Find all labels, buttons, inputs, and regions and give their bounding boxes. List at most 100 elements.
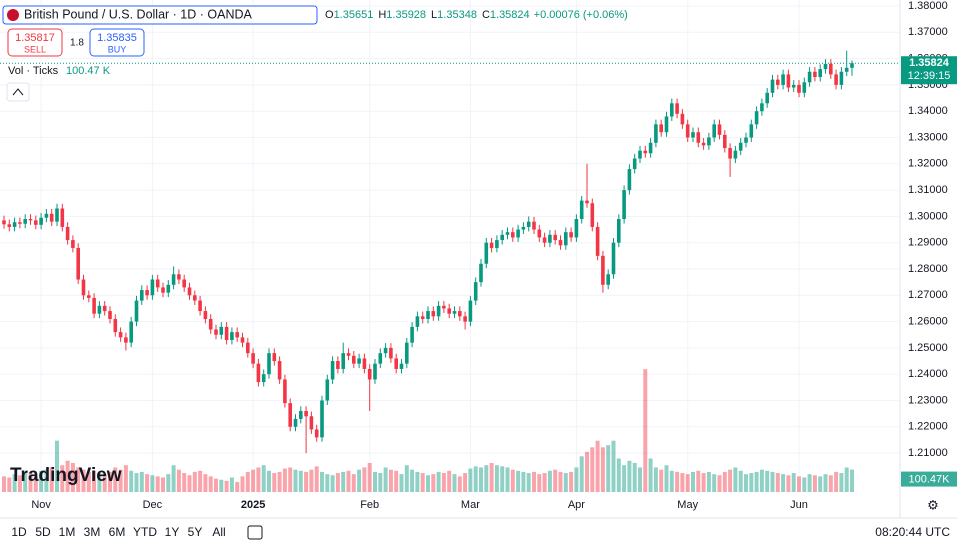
buy-price: 1.35835 xyxy=(97,32,137,44)
candle-body xyxy=(415,316,420,327)
candle-body xyxy=(807,71,812,83)
candle-body xyxy=(738,142,743,151)
volume-bar xyxy=(510,469,515,492)
candle-body xyxy=(420,316,425,319)
range-button[interactable]: 1Y xyxy=(165,525,180,539)
range-button[interactable]: 1D xyxy=(11,525,27,539)
volume-bar xyxy=(282,468,287,492)
candle-body xyxy=(145,290,149,296)
volume-bar xyxy=(235,481,240,492)
buy-button[interactable] xyxy=(89,28,145,57)
candle-body xyxy=(760,103,764,112)
range-button[interactable]: 6M xyxy=(109,525,126,539)
candle-body xyxy=(601,255,605,285)
volume-bar xyxy=(203,474,208,492)
ohlc-legend: O1.35651 H1.35928 L1.35348 C1.35824 +0.00076… xyxy=(325,9,628,21)
volume-bar xyxy=(145,474,150,492)
settings-icon[interactable]: ⚙ xyxy=(927,497,939,512)
volume-bar xyxy=(65,460,70,492)
candle-body xyxy=(203,311,208,319)
volume-bar xyxy=(293,469,298,492)
candle-body xyxy=(224,326,229,341)
candle-body xyxy=(272,353,277,362)
range-button[interactable]: 5D xyxy=(35,525,51,539)
volume-bar xyxy=(155,476,160,492)
volume-bar xyxy=(362,467,367,492)
candle-body xyxy=(696,132,701,143)
candle-body xyxy=(71,240,75,248)
volume-bar xyxy=(532,471,536,492)
candle-body xyxy=(49,213,54,222)
candle-body xyxy=(569,232,573,238)
volume-bar xyxy=(261,465,266,492)
volume-bar xyxy=(537,474,542,492)
y-tick-label: 1.38000 xyxy=(908,0,948,12)
range-button[interactable]: All xyxy=(212,525,225,539)
spread: 1.8 xyxy=(70,38,84,49)
candle-body xyxy=(182,279,186,288)
candle-body xyxy=(235,332,239,338)
sell-button[interactable] xyxy=(7,28,63,57)
volume-bar xyxy=(781,474,786,492)
candle-body xyxy=(367,368,372,380)
volume-bar xyxy=(208,476,213,492)
range-button[interactable]: YTD xyxy=(133,525,157,539)
symbol: British Pound / U.S. Dollar · 1D · OANDA xyxy=(24,7,253,21)
candle-body xyxy=(791,84,796,88)
candle-body xyxy=(373,363,377,380)
x-tick-label: Mar xyxy=(461,499,480,511)
y-tick-label: 1.30000 xyxy=(908,210,948,222)
y-tick-label: 1.37000 xyxy=(908,26,948,38)
volume-bar xyxy=(759,469,764,492)
volume-bar xyxy=(192,471,197,492)
range-button[interactable]: 3M xyxy=(84,525,101,539)
plot xyxy=(0,0,900,492)
toolbar: 1D 5D 1M 3M 6M YTD 1Y 5Y All xyxy=(11,525,263,540)
flag-icon xyxy=(7,9,19,21)
candle-body xyxy=(44,213,49,218)
volume-bar xyxy=(309,469,314,492)
candle-body xyxy=(818,69,822,78)
volume-bar xyxy=(325,474,330,492)
volume-bar xyxy=(113,467,118,492)
candle-body xyxy=(542,237,547,243)
range-button[interactable]: 1M xyxy=(59,525,76,539)
volume-bar xyxy=(553,469,558,492)
candle-body xyxy=(394,358,398,369)
range-button[interactable]: 5Y xyxy=(188,525,203,539)
volume-bar xyxy=(176,469,181,492)
volume-bar xyxy=(92,470,97,492)
volume-bar xyxy=(431,474,436,492)
volume-bar xyxy=(447,470,452,492)
volume-bar xyxy=(351,474,356,492)
volume-bar xyxy=(245,471,250,492)
candle-body xyxy=(426,311,430,319)
candle-body xyxy=(770,79,775,93)
candle-body xyxy=(431,311,436,317)
candle-body xyxy=(473,282,478,301)
candle-body xyxy=(786,74,791,88)
volume-bar xyxy=(706,471,711,492)
volume-axis-label: 100.47K xyxy=(909,473,951,485)
candle-body xyxy=(177,274,181,280)
candle-body xyxy=(113,318,118,333)
collapse-button[interactable] xyxy=(6,82,30,102)
candle-body xyxy=(495,240,499,248)
volume-bar xyxy=(818,476,823,492)
date-range-icon[interactable] xyxy=(247,525,263,540)
volume-bar xyxy=(320,471,324,492)
candle-body xyxy=(468,300,473,322)
ohlc-value: 1.35651 xyxy=(334,9,374,21)
countdown: 12:39:15 xyxy=(908,70,951,82)
volume-bar xyxy=(55,440,59,492)
candle-body xyxy=(643,150,648,154)
volume-bar xyxy=(277,471,282,492)
volume-bar xyxy=(521,471,526,492)
candle-body xyxy=(230,332,234,341)
x-tick-label: May xyxy=(677,499,698,511)
x-tick-label: Feb xyxy=(360,499,379,511)
sell-label: SELL xyxy=(24,44,46,54)
symbol-box[interactable] xyxy=(2,5,318,25)
volume-bar xyxy=(2,476,6,492)
y-tick-label: 1.29000 xyxy=(908,237,948,249)
